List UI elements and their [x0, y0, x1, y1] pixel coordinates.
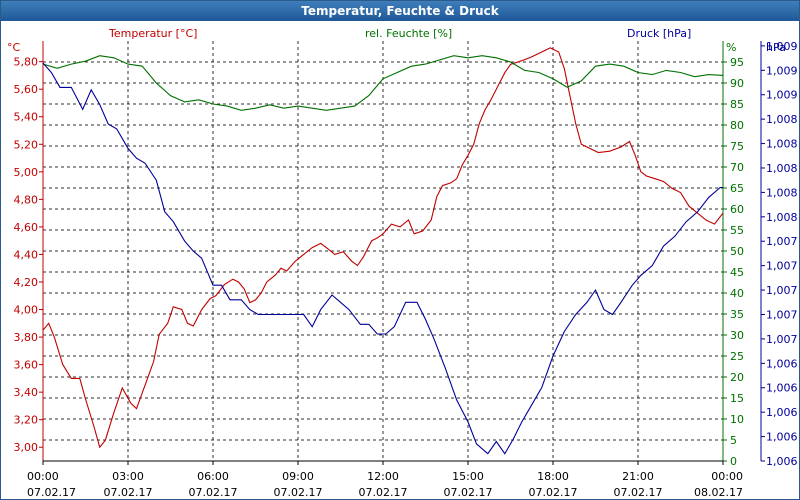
temp-unit-label: °C	[7, 41, 21, 54]
x-tick-time: 00:00	[711, 470, 743, 483]
series-line-humidity	[42, 55, 724, 111]
pressure-tick-label: 1,009	[766, 89, 798, 102]
humidity-tick-label: 20	[730, 371, 744, 384]
pressure-unit-label: hPa	[766, 41, 786, 54]
x-tick-date: 07.02.17	[104, 486, 153, 499]
pressure-tick-label: 1,008	[766, 138, 798, 151]
x-tick-time: 12:00	[367, 470, 399, 483]
x-tick-date: 07.02.17	[274, 486, 323, 499]
humidity-tick-label: 35	[730, 308, 744, 321]
temp-tick-label: 5,00	[14, 166, 39, 179]
pressure-tick-label: 1,008	[766, 113, 798, 126]
temp-tick-label: 5,60	[14, 83, 39, 96]
series-line-temperature	[42, 47, 724, 449]
humidity-tick-label: 30	[730, 329, 744, 342]
x-tick-date: 07.02.17	[27, 486, 76, 499]
temp-tick-label: 3,40	[14, 386, 39, 399]
temp-tick-label: 4,20	[14, 276, 39, 289]
temp-tick-label: 3,60	[14, 359, 39, 372]
temp-tick-label: 4,60	[14, 221, 39, 234]
pressure-tick-label: 1,006	[766, 357, 798, 370]
pressure-tick-label: 1,008	[766, 162, 798, 175]
temp-axis-title: Temperatur [°C]	[108, 27, 197, 40]
humidity-tick-label: 50	[730, 245, 744, 258]
temp-tick-label: 4,00	[14, 304, 39, 317]
tick-labels: 3,00 3,20 3,40 3,60 3,80 4,00 4,20 4,40 4,60 4,80…	[14, 40, 798, 499]
humidity-tick-label: 80	[730, 119, 744, 132]
temp-tick-label: 5,80	[14, 56, 39, 69]
pressure-tick-label: 1,007	[766, 235, 798, 248]
window-title: Temperatur, Feuchte & Druck	[1, 1, 799, 21]
pressure-tick-label: 1,006	[766, 455, 798, 468]
pressure-tick-label: 1,007	[766, 308, 798, 321]
humidity-tick-label: 55	[730, 224, 744, 237]
humidity-tick-label: 10	[730, 413, 744, 426]
x-tick-date: 07.02.17	[189, 486, 238, 499]
pressure-tick-label: 1,007	[766, 333, 798, 346]
x-tick-time: 00:00	[27, 470, 59, 483]
humidity-axis-title: rel. Feuchte [%]	[365, 27, 452, 40]
series-line-pressure	[42, 62, 723, 455]
temp-tick-label: 5,40	[14, 111, 39, 124]
pressure-tick-label: 1,006	[766, 382, 798, 395]
x-tick-time: 03:00	[112, 470, 144, 483]
x-tick-date: 08.02.17	[694, 486, 743, 499]
humidity-tick-label: 45	[730, 266, 744, 279]
pressure-tick-label: 1,009	[766, 64, 798, 77]
temp-tick-label: 5,20	[14, 138, 39, 151]
humidity-tick-label: 85	[730, 98, 744, 111]
pressure-tick-label: 1,008	[766, 211, 798, 224]
humidity-tick-label: 60	[730, 203, 744, 216]
humidity-tick-label: 40	[730, 287, 744, 300]
x-tick-time: 06:00	[197, 470, 229, 483]
pressure-tick-label: 1,009	[766, 40, 798, 53]
humidity-tick-label: 70	[730, 161, 744, 174]
pressure-axis-title: Druck [hPa]	[627, 27, 691, 40]
humidity-tick-label: 5	[730, 434, 737, 447]
pressure-tick-label: 1,008	[766, 186, 798, 199]
humidity-tick-label: 95	[730, 56, 744, 69]
temp-tick-label: 3,80	[14, 331, 39, 344]
temp-tick-label: 4,40	[14, 248, 39, 261]
humidity-tick-label: 0	[730, 455, 737, 468]
x-tick-date: 07.02.17	[529, 486, 578, 499]
humidity-unit-label: %	[726, 41, 736, 54]
temp-tick-label: 4,80	[14, 193, 39, 206]
grid-lines	[43, 41, 723, 461]
axes	[39, 41, 765, 465]
x-tick-date: 07.02.17	[614, 486, 663, 499]
pressure-tick-label: 1,007	[766, 284, 798, 297]
x-tick-time: 18:00	[537, 470, 569, 483]
pressure-tick-label: 1,007	[766, 260, 798, 273]
humidity-tick-label: 25	[730, 350, 744, 363]
humidity-tick-label: 75	[730, 140, 744, 153]
series-lines	[42, 47, 724, 455]
humidity-tick-label: 90	[730, 77, 744, 90]
x-tick-time: 09:00	[282, 470, 314, 483]
pressure-tick-label: 1,006	[766, 431, 798, 444]
x-tick-time: 21:00	[622, 470, 654, 483]
x-tick-date: 07.02.17	[444, 486, 493, 499]
x-tick-date: 07.02.17	[359, 486, 408, 499]
humidity-tick-label: 65	[730, 182, 744, 195]
temp-tick-label: 3,00	[14, 441, 39, 454]
x-tick-time: 15:00	[452, 470, 484, 483]
temp-tick-label: 3,20	[14, 414, 39, 427]
humidity-tick-label: 15	[730, 392, 744, 405]
pressure-tick-label: 1,006	[766, 406, 798, 419]
